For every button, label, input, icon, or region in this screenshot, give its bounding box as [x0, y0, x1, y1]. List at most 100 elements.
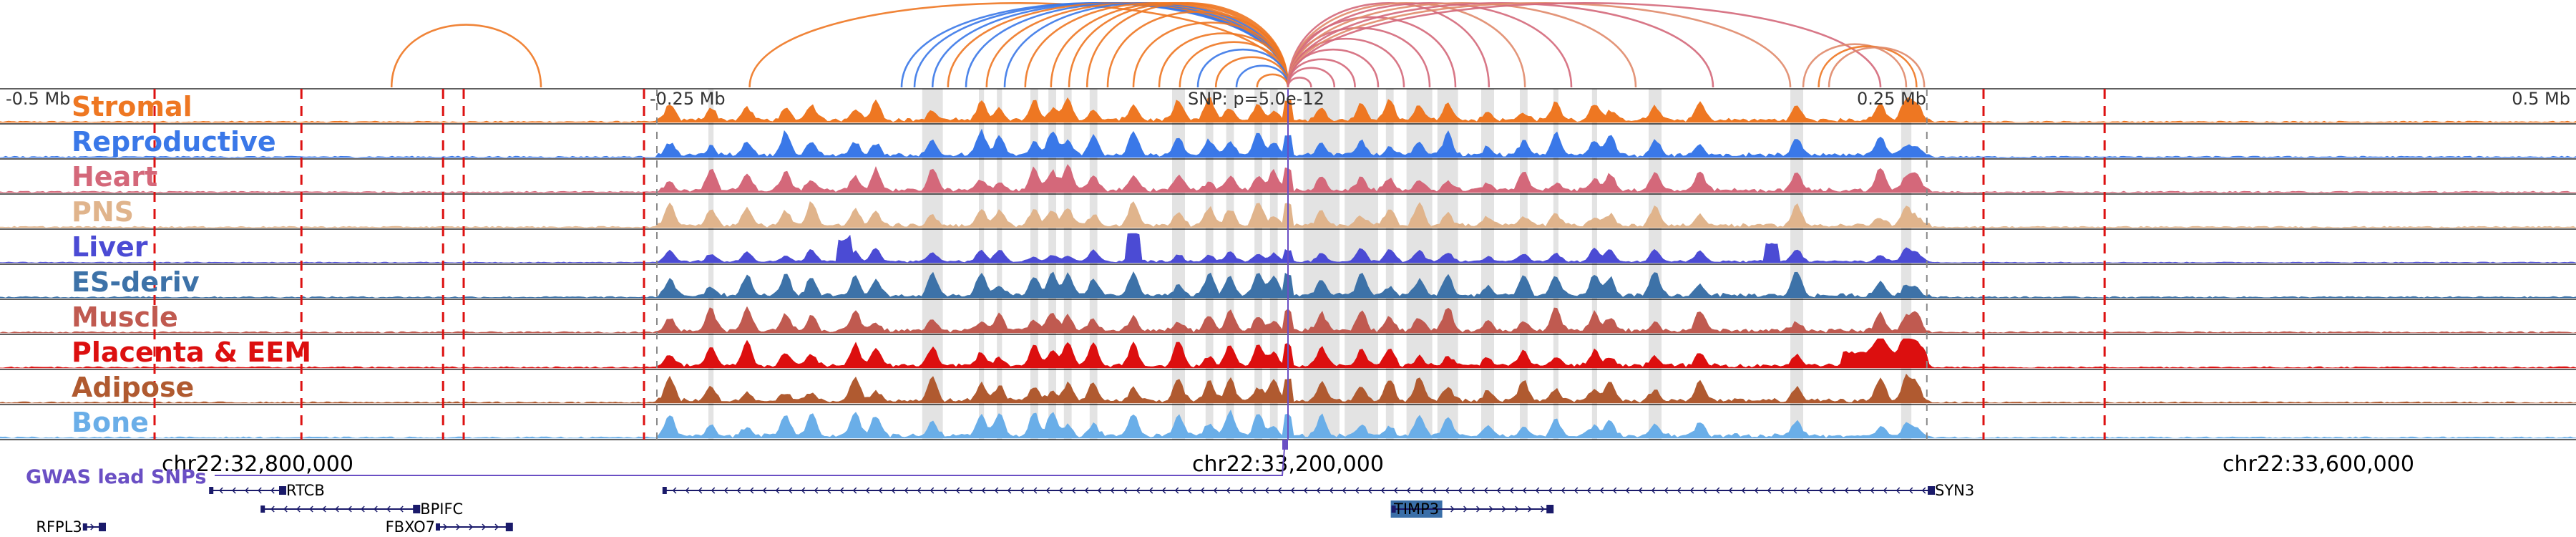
strand-arrow — [1463, 505, 1468, 513]
strand-arrow — [826, 487, 831, 494]
track-label: Bone — [72, 407, 149, 438]
strand-arrow — [775, 487, 780, 494]
strand-arrow — [309, 505, 313, 513]
strand-arrow — [1728, 487, 1733, 494]
strand-arrow — [469, 523, 474, 531]
strand-arrow — [1239, 487, 1244, 494]
strand-arrow — [270, 505, 275, 513]
strand-arrow — [1509, 487, 1514, 494]
strand-arrow — [814, 487, 819, 494]
strand-arrow — [1496, 487, 1501, 494]
strand-arrow — [891, 487, 896, 494]
strand-arrow — [322, 505, 326, 513]
strand-arrow — [1689, 487, 1694, 494]
strand-arrow — [1612, 487, 1617, 494]
gene-exon — [436, 523, 440, 531]
strand-arrow — [981, 487, 986, 494]
strand-arrow — [283, 505, 288, 513]
strand-arrow — [1857, 487, 1862, 494]
strand-arrow — [1792, 487, 1797, 494]
strand-arrow — [1264, 487, 1269, 494]
strand-arrow — [1502, 505, 1506, 513]
gene-label: RFPL3 — [36, 518, 82, 536]
strand-arrow — [456, 523, 461, 531]
strand-arrow — [749, 487, 754, 494]
loop-arc — [390, 24, 542, 88]
strand-arrow — [1419, 487, 1424, 494]
strand-arrow — [917, 487, 922, 494]
strand-arrow — [878, 487, 883, 494]
loop-arc — [913, 2, 1289, 88]
track-label: Heart — [72, 161, 157, 193]
strand-arrow — [1084, 487, 1089, 494]
strand-arrow — [1883, 487, 1888, 494]
strand-arrow — [672, 487, 677, 494]
gene-exon — [260, 505, 265, 513]
strand-arrow — [1805, 487, 1810, 494]
strand-arrow — [1380, 487, 1385, 494]
strand-arrow — [1045, 487, 1050, 494]
strand-arrow — [1355, 487, 1360, 494]
strand-arrow — [1290, 487, 1295, 494]
strand-arrow — [1033, 487, 1038, 494]
gene-track: RTCB BPIFC SYN3 RFPL3 FBXO7 TIMP3 — [36, 482, 1974, 536]
strand-arrow — [494, 523, 499, 531]
loop-arc — [1158, 32, 1289, 88]
strand-arrow — [1715, 487, 1720, 494]
track-label: Adipose — [72, 372, 194, 403]
strand-arrow — [1148, 487, 1153, 494]
strand-arrow — [723, 487, 728, 494]
strand-arrow — [245, 487, 249, 494]
strand-arrow — [1702, 487, 1707, 494]
track-label: Reproductive — [72, 126, 276, 158]
strand-arrow — [1213, 487, 1218, 494]
strand-arrow — [1476, 505, 1480, 513]
strand-arrow — [1528, 505, 1532, 513]
strand-arrow — [1586, 487, 1591, 494]
coordinate-tick-label: chr22:33,200,000 — [1192, 452, 1384, 477]
strand-arrow — [1664, 487, 1669, 494]
gene-label: FBXO7 — [386, 518, 435, 536]
strand-arrow — [762, 487, 767, 494]
gwas-snp-connector — [215, 439, 1286, 476]
strand-arrow — [852, 487, 857, 494]
strand-arrow — [736, 487, 741, 494]
snp-pvalue-label: SNP: p=5.0e-12 — [1188, 89, 1324, 109]
strand-arrow — [443, 523, 448, 531]
strand-arrow — [955, 487, 960, 494]
strand-arrow — [1406, 487, 1411, 494]
strand-arrow — [685, 487, 690, 494]
strand-arrow — [1741, 487, 1746, 494]
strand-arrow — [1638, 487, 1643, 494]
strand-arrow — [1515, 505, 1519, 513]
strand-arrow — [1541, 505, 1545, 513]
strand-arrow — [361, 505, 365, 513]
gene-exon — [279, 486, 286, 495]
strand-arrow — [1522, 487, 1527, 494]
loop-arc — [1287, 77, 1312, 88]
strand-arrow — [1651, 487, 1656, 494]
track-label: ES-deriv — [72, 266, 200, 298]
strand-arrow — [1625, 487, 1630, 494]
strand-arrow — [1136, 487, 1141, 494]
strand-arrow — [1303, 487, 1308, 494]
loop-arc — [1287, 1, 1526, 88]
strand-arrow — [1844, 487, 1849, 494]
strand-arrow — [942, 487, 947, 494]
strand-arrow — [1458, 487, 1463, 494]
strand-arrow — [1110, 487, 1115, 494]
gene-label: BPIFC — [420, 500, 463, 518]
gene-exon — [1546, 505, 1554, 513]
gene-exon — [662, 487, 667, 494]
strand-arrow — [930, 487, 935, 494]
strand-arrow — [1921, 487, 1926, 494]
track-label: Liver — [72, 231, 148, 263]
strand-arrow — [1450, 505, 1455, 513]
track-label: PNS — [72, 196, 134, 228]
strand-arrow — [258, 487, 262, 494]
strand-arrow — [386, 505, 391, 513]
strand-arrow — [1483, 487, 1488, 494]
strand-arrow — [1187, 487, 1192, 494]
strand-arrow — [232, 487, 236, 494]
loop-arc — [1085, 2, 1289, 88]
